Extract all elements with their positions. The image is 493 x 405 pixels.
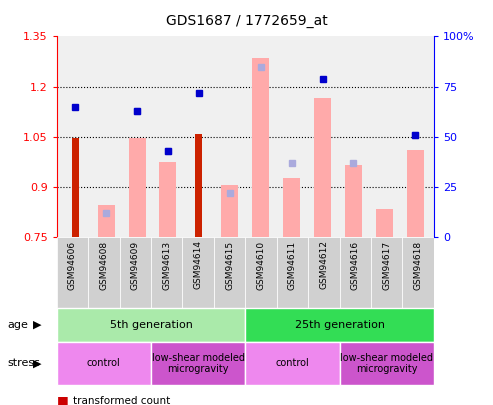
Bar: [151, 237, 182, 308]
Bar: [98, 205, 115, 237]
Text: GSM94616: GSM94616: [351, 241, 360, 290]
Text: low-shear modeled
microgravity: low-shear modeled microgravity: [340, 353, 433, 374]
Bar: [376, 209, 393, 237]
FancyBboxPatch shape: [245, 308, 434, 342]
Bar: [88, 237, 119, 308]
FancyBboxPatch shape: [340, 342, 434, 385]
Bar: [196, 134, 202, 237]
Bar: [252, 58, 269, 237]
Bar: [340, 237, 371, 308]
Text: stress: stress: [7, 358, 40, 369]
Text: GSM94611: GSM94611: [288, 241, 297, 290]
Text: control: control: [276, 358, 309, 369]
Text: GSM94613: GSM94613: [162, 241, 171, 290]
Bar: [57, 237, 88, 308]
Text: GSM94618: GSM94618: [414, 241, 423, 290]
Bar: [214, 237, 246, 308]
Text: GSM94614: GSM94614: [194, 241, 203, 290]
Text: GSM94612: GSM94612: [319, 241, 328, 290]
Text: ■: ■: [57, 394, 69, 405]
FancyBboxPatch shape: [57, 308, 245, 342]
Bar: [402, 237, 434, 308]
Text: ▶: ▶: [33, 320, 41, 330]
Text: GSM94617: GSM94617: [382, 241, 391, 290]
Text: GSM94608: GSM94608: [99, 241, 108, 290]
Text: GSM94615: GSM94615: [225, 241, 234, 290]
Bar: [314, 98, 331, 237]
FancyBboxPatch shape: [57, 342, 151, 385]
Text: GSM94610: GSM94610: [256, 241, 266, 290]
Bar: [129, 138, 145, 237]
Text: control: control: [87, 358, 121, 369]
Text: GSM94609: GSM94609: [131, 241, 140, 290]
Text: low-shear modeled
microgravity: low-shear modeled microgravity: [152, 353, 245, 374]
Bar: [245, 237, 277, 308]
Text: age: age: [7, 320, 28, 330]
Text: 5th generation: 5th generation: [109, 320, 192, 330]
Bar: [182, 237, 214, 308]
Bar: [72, 138, 79, 237]
FancyBboxPatch shape: [151, 342, 245, 385]
Text: ▶: ▶: [33, 358, 41, 369]
Text: transformed count: transformed count: [73, 396, 170, 405]
FancyBboxPatch shape: [245, 342, 340, 385]
Bar: [283, 179, 300, 237]
Bar: [119, 237, 151, 308]
Text: GDS1687 / 1772659_at: GDS1687 / 1772659_at: [166, 14, 327, 28]
Bar: [308, 237, 340, 308]
Bar: [221, 185, 238, 237]
Bar: [159, 162, 176, 237]
Bar: [371, 237, 402, 308]
Text: GSM94606: GSM94606: [68, 241, 77, 290]
Text: 25th generation: 25th generation: [294, 320, 385, 330]
Bar: [277, 237, 308, 308]
Bar: [345, 165, 362, 237]
Bar: [407, 150, 424, 237]
